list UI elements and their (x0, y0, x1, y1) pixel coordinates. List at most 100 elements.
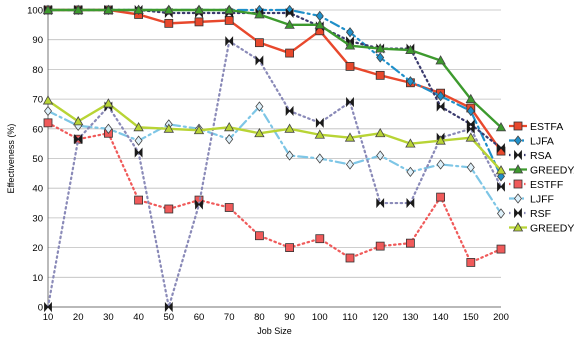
legend-marker (512, 164, 524, 174)
x-tick-labels: 10 20 30 40 50 60 70 80 90 100 110 120 130 140 150 200 (43, 312, 509, 323)
data-point (465, 132, 476, 142)
y-tick-label: 60 (32, 124, 43, 135)
data-point (405, 238, 415, 248)
data-point (193, 124, 205, 135)
legend-label: GREEDYA (530, 165, 574, 177)
data-point (285, 150, 294, 161)
data-point (496, 208, 506, 219)
x-tick-label: 50 (164, 312, 175, 323)
data-point (495, 121, 507, 132)
data-point (376, 52, 385, 63)
data-point (375, 70, 385, 80)
data-point (73, 116, 84, 126)
legend-marker (512, 222, 524, 232)
data-point (254, 38, 264, 48)
y-tick-label: 50 (32, 154, 43, 165)
series-greedyf (42, 95, 507, 175)
data-point (466, 123, 475, 134)
y-tick-label: 100 (27, 6, 43, 17)
x-tick-label: 20 (73, 312, 84, 323)
legend-label: LJFF (530, 194, 554, 206)
data-point (344, 40, 356, 50)
data-point (466, 258, 476, 267)
series-line (47, 99, 502, 172)
data-point (315, 234, 325, 244)
series-ljff (43, 101, 506, 219)
data-point (225, 36, 234, 47)
x-tick-label: 10 (43, 312, 54, 323)
series-ljfa (43, 4, 506, 182)
data-point (406, 76, 415, 87)
data-point (42, 4, 54, 14)
data-point (315, 10, 324, 22)
grid-lines (48, 9, 501, 308)
legend-item: LJFA (509, 135, 554, 148)
x-tick-label: 110 (342, 312, 357, 323)
data-point (406, 197, 415, 209)
y-tick-label: 10 (32, 273, 43, 284)
x-tick-label: 80 (254, 312, 265, 323)
data-point (435, 135, 446, 145)
legend-item: ESTFA (509, 121, 563, 133)
x-axis-label: Job Size (257, 326, 292, 336)
series-group (42, 4, 507, 313)
series-greedya (42, 4, 507, 132)
legend-label: ESTFF (530, 179, 563, 191)
data-point (255, 55, 264, 66)
data-point (466, 162, 475, 173)
data-point (314, 129, 325, 139)
x-tick-label: 200 (493, 312, 509, 323)
x-tick-label: 60 (194, 312, 205, 323)
legend-item: ESTFF (509, 179, 563, 191)
data-point (345, 159, 355, 170)
data-point (193, 4, 205, 14)
data-point (255, 101, 264, 112)
series-line (48, 8, 502, 129)
data-point (133, 4, 144, 14)
y-tick-label: 70 (32, 95, 43, 106)
data-point (164, 301, 173, 313)
data-point (164, 204, 174, 214)
data-point (134, 147, 143, 158)
data-point (436, 90, 445, 102)
legend-item: RSA (509, 149, 552, 162)
legend-label: RSA (530, 150, 552, 162)
data-point (346, 97, 354, 108)
legend-item: RSF (509, 207, 551, 220)
x-tick-label: 30 (103, 312, 114, 323)
series-rsf (44, 36, 505, 313)
data-point (344, 132, 356, 142)
data-point (345, 62, 355, 71)
series-line (46, 105, 503, 215)
data-point (406, 166, 415, 178)
data-point (497, 143, 505, 154)
data-point (134, 195, 144, 205)
data-point (104, 123, 113, 134)
data-point (225, 134, 234, 145)
legend-marker (514, 149, 522, 161)
data-point (73, 4, 84, 14)
data-point (315, 153, 324, 164)
data-point (405, 138, 416, 148)
data-point (224, 4, 235, 14)
data-point (43, 105, 53, 117)
data-point (285, 105, 294, 117)
data-point (375, 43, 386, 53)
x-tick-label: 90 (284, 312, 295, 323)
x-tick-label: 40 (133, 312, 144, 323)
data-point (44, 301, 52, 313)
legend-marker (514, 207, 522, 219)
y-tick-labels: 0 10 20 30 40 50 60 70 80 90 100 (27, 6, 43, 314)
x-tick-label: 130 (402, 312, 418, 323)
legend-label: ESTFA (530, 121, 563, 133)
x-tick-label: 70 (224, 312, 235, 323)
data-point (465, 93, 476, 103)
series-line (46, 8, 503, 150)
y-axis-label: Effectiveness (%) (6, 124, 16, 194)
data-point (345, 27, 355, 38)
data-point (133, 121, 144, 132)
data-point (194, 17, 204, 27)
y-tick-label: 0 (38, 303, 43, 314)
data-point (164, 18, 174, 28)
